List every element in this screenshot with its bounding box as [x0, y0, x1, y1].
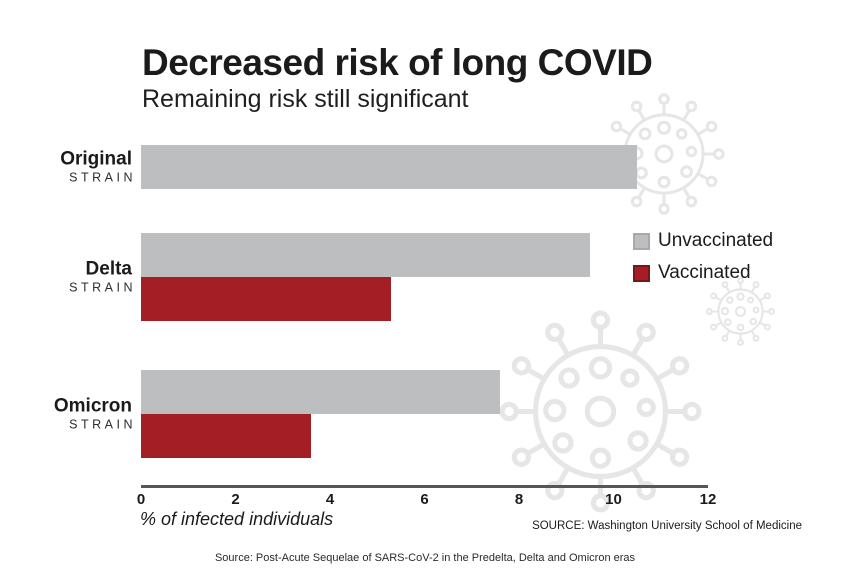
chart-title: Decreased risk of long COVID — [142, 42, 653, 83]
strain-sublabel: STRAIN — [69, 417, 136, 432]
strain-name: Original — [60, 148, 132, 170]
x-axis-label: % of infected individuals — [140, 509, 334, 529]
strain-name: Delta — [85, 258, 132, 280]
bar-omicron-unvaccinated — [141, 370, 501, 414]
legend: Unvaccinated Vaccinated — [633, 230, 773, 294]
legend-item-vaccinated: Vaccinated — [633, 262, 773, 284]
x-tick-0: 0 — [136, 491, 146, 508]
x-axis-line — [141, 485, 708, 488]
category-label-omicron: Omicron STRAIN — [53, 395, 133, 433]
chart-subtitle: Remaining risk still significant — [142, 85, 469, 113]
category-label-delta: Delta STRAIN — [69, 259, 132, 296]
source-attribution: SOURCE: Washington University School of … — [532, 520, 802, 532]
strain-name: Omicron — [53, 395, 132, 417]
bar-original-unvaccinated — [141, 145, 638, 189]
strain-sublabel: STRAIN — [69, 280, 136, 295]
legend-item-unvaccinated: Unvaccinated — [633, 230, 773, 252]
x-tick-12: 12 — [699, 491, 717, 508]
strain-sublabel: STRAIN — [69, 170, 136, 185]
source-citation: Source: Post-Acute Sequelae of SARS-CoV-… — [214, 552, 636, 564]
category-label-original: Original STRAIN — [60, 149, 132, 186]
legend-swatch-icon — [633, 264, 650, 282]
x-tick-4: 4 — [325, 491, 335, 508]
legend-swatch-icon — [633, 232, 650, 250]
x-tick-8: 8 — [514, 491, 524, 508]
bar-delta-vaccinated — [141, 277, 392, 321]
legend-label: Unvaccinated — [658, 230, 774, 251]
x-tick-10: 10 — [605, 491, 622, 508]
x-tick-2: 2 — [231, 491, 240, 508]
bar-delta-unvaccinated — [141, 233, 590, 277]
legend-label: Vaccinated — [658, 262, 751, 283]
x-tick-6: 6 — [420, 491, 429, 508]
bar-omicron-vaccinated — [141, 414, 312, 458]
